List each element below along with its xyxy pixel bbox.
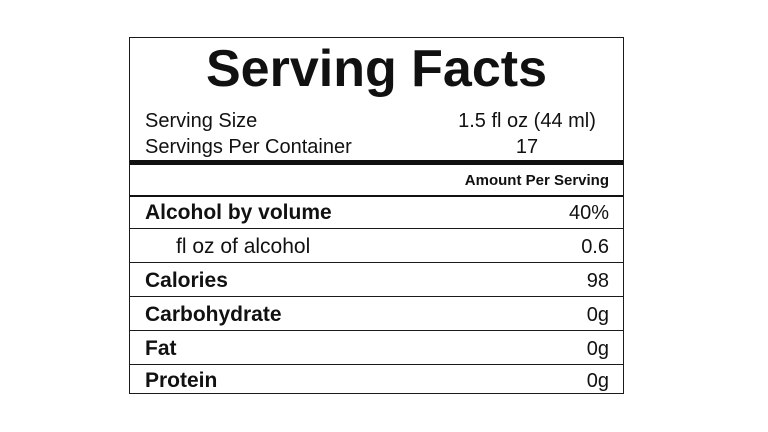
nutrient-label: Fat	[145, 337, 177, 360]
serving-size-label: Serving Size	[145, 110, 258, 132]
nutrient-label: Alcohol by volume	[145, 201, 332, 224]
nutrient-value: 0.6	[581, 236, 609, 258]
nutrient-label: fl oz of alcohol	[176, 235, 311, 258]
servings-per-container-row: Servings Per Container 17	[145, 136, 609, 158]
nutrient-label: Carbohydrate	[145, 303, 282, 326]
nutrient-value: 0g	[586, 304, 609, 326]
nutrient-row-calories: Calories 98	[130, 265, 623, 297]
thick-divider	[130, 160, 623, 165]
nutrient-row-fl-oz-of-alcohol: fl oz of alcohol 0.6	[130, 231, 623, 263]
nutrient-label: Protein	[145, 369, 218, 392]
serving-size-value: 1.5 fl oz (44 ml)	[458, 110, 596, 132]
serving-size-row: Serving Size 1.5 fl oz (44 ml)	[145, 110, 609, 132]
nutrient-value: 98	[586, 270, 609, 292]
nutrient-row-protein: Protein 0g	[130, 365, 623, 397]
label-title: Serving Facts	[205, 40, 548, 98]
nutrient-row-alcohol-by-volume: Alcohol by volume 40%	[130, 197, 623, 229]
header-divider	[130, 195, 623, 197]
nutrient-row-carbohydrate: Carbohydrate 0g	[130, 299, 623, 331]
nutrient-row-fat: Fat 0g	[130, 333, 623, 365]
serving-facts-label: Serving Facts Serving Size 1.5 fl oz (44…	[129, 37, 624, 394]
nutrient-value: 0g	[586, 338, 609, 360]
nutrient-value: 40%	[568, 202, 609, 224]
amount-per-serving-header: Amount Per Serving	[464, 172, 609, 189]
nutrient-value: 0g	[586, 370, 609, 392]
servings-per-container-value: 17	[515, 136, 539, 158]
nutrient-label: Calories	[145, 269, 228, 292]
servings-per-container-label: Servings Per Container	[145, 136, 352, 158]
